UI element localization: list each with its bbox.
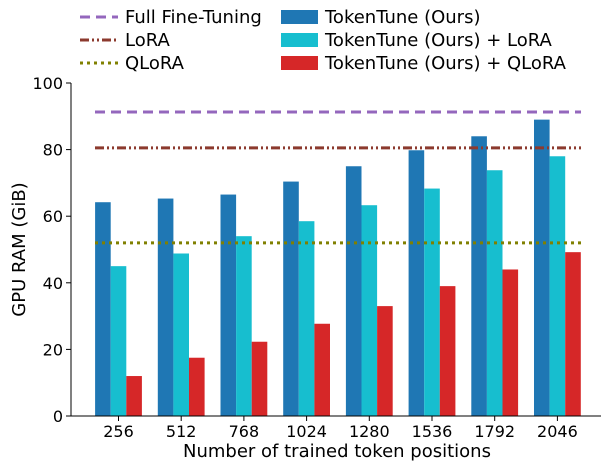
legend-label-lora: LoRA bbox=[125, 30, 171, 51]
x-tick-label-2046: 2046 bbox=[537, 422, 578, 441]
bar-tokentune-ours-lora-1024 bbox=[298, 221, 315, 416]
x-tick-label-1280: 1280 bbox=[349, 422, 390, 441]
legend-label-qlora: QLoRA bbox=[125, 53, 185, 74]
x-tick-label-256: 256 bbox=[103, 422, 134, 441]
axes: 0 20 40 60 80 100 256 512 768 1024 1280 1536 1792 204… bbox=[32, 74, 601, 441]
bar-tokentune-ours-qlora-1792 bbox=[502, 269, 519, 416]
bar-tokentune-ours-qlora-1024 bbox=[314, 323, 330, 416]
bar-tokentune-ours-lora-1536 bbox=[424, 188, 440, 416]
plot-area bbox=[95, 110, 581, 417]
y-axis-label: GPU RAM (GiB) bbox=[9, 182, 30, 316]
bar-tokentune-ours-1024 bbox=[283, 181, 299, 416]
y-tick-label-100: 100 bbox=[32, 74, 63, 93]
bar-tokentune-ours-512 bbox=[157, 198, 174, 416]
legend-swatch-tokentune-ours-qlora bbox=[281, 56, 318, 70]
x-tick-label-1792: 1792 bbox=[474, 422, 515, 441]
bar-tokentune-ours-qlora-1536 bbox=[439, 286, 456, 416]
legend-label-full-fine-tuning: Full Fine-Tuning bbox=[125, 7, 262, 28]
bar-tokentune-ours-2046 bbox=[534, 119, 550, 416]
y-tick-label-20: 20 bbox=[43, 340, 63, 359]
legend-label-tokentune-ours-lora: TokenTune (Ours) + LoRA bbox=[324, 30, 553, 51]
bar-tokentune-ours-lora-2046 bbox=[549, 156, 566, 416]
y-tick-label-40: 40 bbox=[43, 274, 63, 293]
y-tick-label-80: 80 bbox=[43, 141, 63, 160]
x-tick-label-1024: 1024 bbox=[286, 422, 327, 441]
bar-tokentune-ours-256 bbox=[95, 202, 111, 416]
legend-swatch-tokentune-ours bbox=[281, 10, 318, 24]
y-tick-label-0: 0 bbox=[53, 407, 63, 426]
x-tick-label-1536: 1536 bbox=[412, 422, 453, 441]
bar-tokentune-ours-1280 bbox=[345, 166, 362, 416]
bar-tokentune-ours-1536 bbox=[408, 150, 425, 417]
bar-tokentune-ours-lora-768 bbox=[236, 236, 252, 416]
x-axis-label: Number of trained token positions bbox=[183, 441, 491, 461]
bar-tokentune-ours-768 bbox=[220, 194, 237, 416]
bar-tokentune-ours-qlora-2046 bbox=[565, 252, 581, 416]
bar-tokentune-ours-lora-1280 bbox=[361, 205, 378, 416]
legend-swatch-tokentune-ours-lora bbox=[281, 33, 318, 47]
bar-tokentune-ours-lora-256 bbox=[110, 266, 127, 416]
bar-tokentune-ours-lora-512 bbox=[173, 253, 189, 416]
x-tick-label-512: 512 bbox=[166, 422, 197, 441]
bar-tokentune-ours-qlora-768 bbox=[251, 341, 268, 416]
x-tick-label-768: 768 bbox=[229, 422, 260, 441]
bar-tokentune-ours-qlora-256 bbox=[126, 376, 142, 416]
bar-tokentune-ours-1792 bbox=[471, 136, 487, 416]
bar-tokentune-ours-qlora-512 bbox=[189, 357, 205, 416]
y-tick-label-60: 60 bbox=[43, 207, 63, 226]
legend-label-tokentune-ours: TokenTune (Ours) bbox=[324, 7, 481, 28]
bar-tokentune-ours-qlora-1280 bbox=[377, 306, 393, 416]
bar-tokentune-ours-lora-1792 bbox=[486, 170, 503, 416]
legend-label-tokentune-ours-qlora: TokenTune (Ours) + QLoRA bbox=[324, 53, 567, 74]
